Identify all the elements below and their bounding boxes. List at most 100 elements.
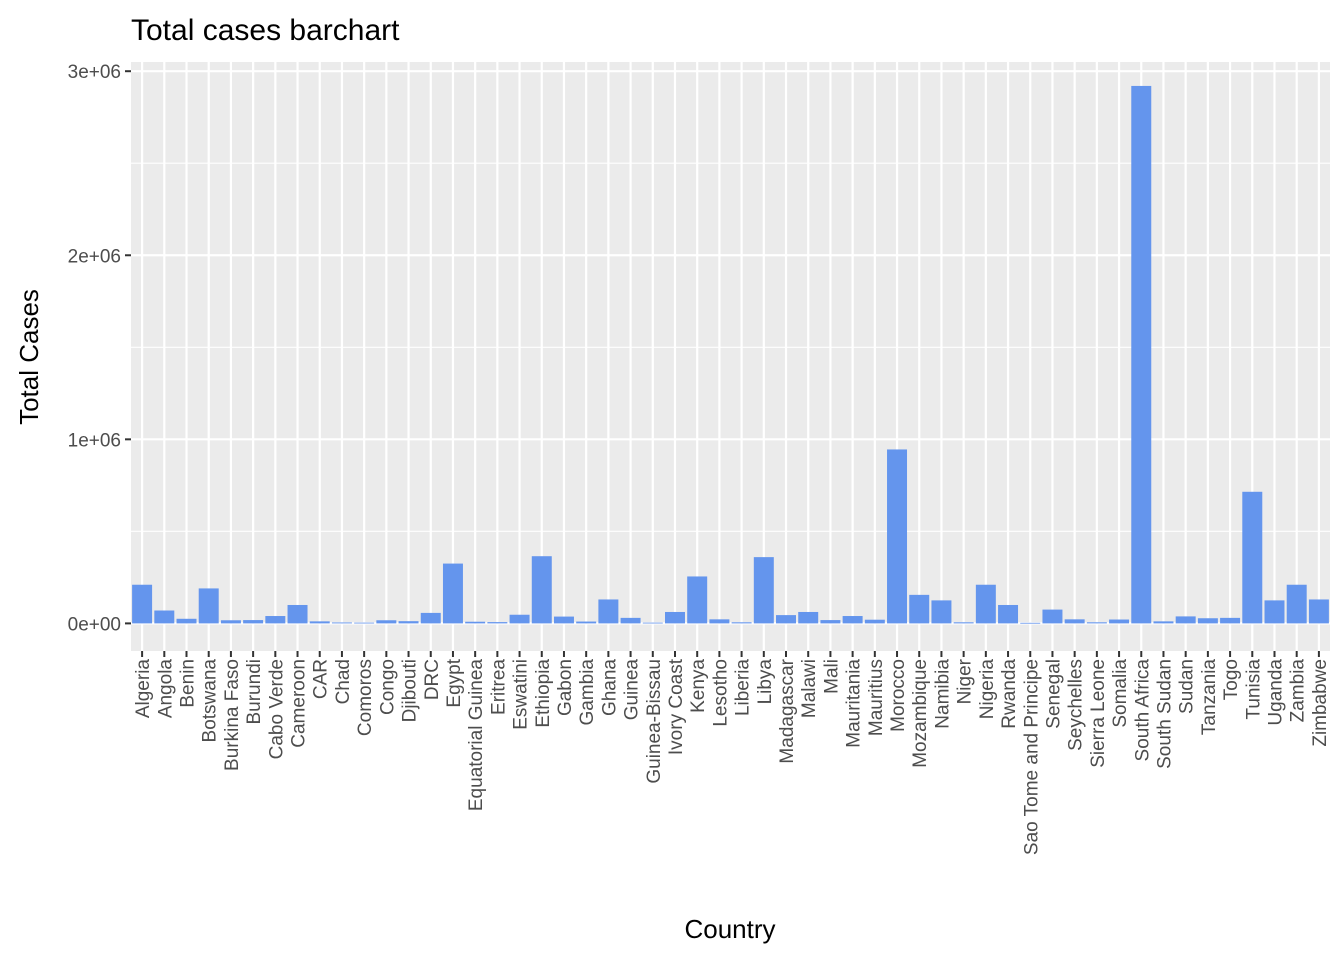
bar <box>1042 609 1063 624</box>
bar <box>1131 85 1152 624</box>
x-tick-label: Mali <box>821 659 842 694</box>
y-tick-label: 0e+00 <box>68 614 121 635</box>
bar <box>1064 619 1085 624</box>
x-tick-label: Gabon <box>555 659 576 716</box>
x-tick-label: Egypt <box>444 658 465 707</box>
x-tick-label: Mozambique <box>910 659 931 768</box>
x-tick-label: Burundi <box>244 659 265 725</box>
bar <box>243 620 264 624</box>
x-tick-label: Botswana <box>200 659 221 743</box>
x-tick-label: Guinea <box>622 659 643 721</box>
bar <box>442 563 463 624</box>
x-tick-label: DRC <box>422 659 443 700</box>
bar <box>709 619 730 624</box>
bar <box>1308 599 1329 624</box>
x-tick-label: Sierra Leone <box>1088 659 1109 768</box>
bar <box>398 621 419 624</box>
plot-panel <box>131 62 1330 651</box>
bar <box>487 622 508 624</box>
x-tick-label: CAR <box>311 659 332 699</box>
x-tick-label: Gambia <box>577 659 598 726</box>
x-tick-label: Morocco <box>888 659 909 732</box>
bar <box>1086 622 1107 624</box>
bar <box>509 614 530 624</box>
bar <box>1220 617 1241 624</box>
x-tick-label: Chad <box>333 659 354 704</box>
bar <box>176 618 197 624</box>
bar <box>998 604 1019 624</box>
x-tick-label: Congo <box>377 659 398 715</box>
bar <box>553 616 574 624</box>
x-tick-label: Sao Tome and Principe <box>1021 659 1042 855</box>
y-axis-title: Total Cases <box>14 289 44 425</box>
x-tick-label: Senegal <box>1043 659 1064 729</box>
bar <box>1242 491 1263 624</box>
bar <box>842 616 863 624</box>
bar <box>531 556 552 624</box>
bar <box>642 622 663 624</box>
bar <box>1197 618 1218 624</box>
x-tick-label: Libya <box>755 659 776 705</box>
x-tick-label: Zambia <box>1288 659 1309 723</box>
x-tick-label: Tunisia <box>1243 659 1264 720</box>
bar <box>420 612 441 624</box>
x-tick-label: Algeria <box>133 659 154 719</box>
bar <box>753 557 774 624</box>
bar <box>354 622 375 624</box>
bar <box>265 616 286 624</box>
bar <box>220 620 241 624</box>
x-tick-label: Rwanda <box>999 659 1020 729</box>
x-tick-label: Angola <box>155 659 176 719</box>
x-tick-label: Niger <box>955 658 976 704</box>
bar <box>1264 600 1285 624</box>
x-tick-label: Burkina Faso <box>222 659 243 771</box>
chart-title: Total cases barchart <box>131 14 400 47</box>
bars <box>132 85 1329 624</box>
x-tick-label: Guinea-Bissau <box>644 659 665 784</box>
x-tick-label: Eritrea <box>488 659 509 715</box>
x-tick-label: Sudan <box>1177 659 1198 714</box>
bar <box>465 621 486 624</box>
bar <box>798 611 819 624</box>
y-tick-label: 3e+06 <box>68 62 121 83</box>
bar <box>1286 584 1307 624</box>
x-tick-label: Lesotho <box>710 659 731 727</box>
x-tick-label: Eswatini <box>511 659 532 730</box>
x-tick-label: Somalia <box>1110 659 1131 728</box>
x-tick-label: Ethiopia <box>533 659 554 728</box>
x-tick-label: Djibouti <box>400 659 421 722</box>
bar <box>975 584 996 624</box>
bar <box>598 599 619 624</box>
x-tick-label: Benin <box>178 659 199 708</box>
bar <box>687 576 708 624</box>
y-tick-label: 1e+06 <box>68 430 121 451</box>
bar <box>309 621 330 624</box>
x-tick-label: Equatorial Guinea <box>466 659 487 812</box>
bar <box>887 449 908 624</box>
bar <box>953 622 974 624</box>
bar <box>331 622 352 624</box>
x-tick-label: Malawi <box>799 659 820 718</box>
bar <box>620 617 641 624</box>
x-tick-label: Seychelles <box>1066 659 1087 751</box>
x-tick-label: Tanzania <box>1199 659 1220 735</box>
bar <box>1153 621 1174 624</box>
x-tick-label: Mauritania <box>844 659 865 748</box>
bar <box>198 588 219 624</box>
bar <box>664 611 685 624</box>
bar <box>909 594 930 624</box>
bar <box>776 615 797 624</box>
bar <box>864 619 885 624</box>
bar <box>132 584 153 624</box>
x-tick-label: Madagascar <box>777 658 798 763</box>
grid-lines <box>131 62 1330 651</box>
x-tick-label: Liberia <box>733 659 754 716</box>
bar <box>1109 619 1130 624</box>
x-axis-title: Country <box>684 914 775 944</box>
x-tick-label: Nigeria <box>977 659 998 720</box>
bar <box>1175 616 1196 624</box>
bar <box>1020 622 1041 624</box>
y-axis: 0e+00 1e+06 2e+06 3e+06 <box>68 62 131 635</box>
bar <box>931 600 952 624</box>
